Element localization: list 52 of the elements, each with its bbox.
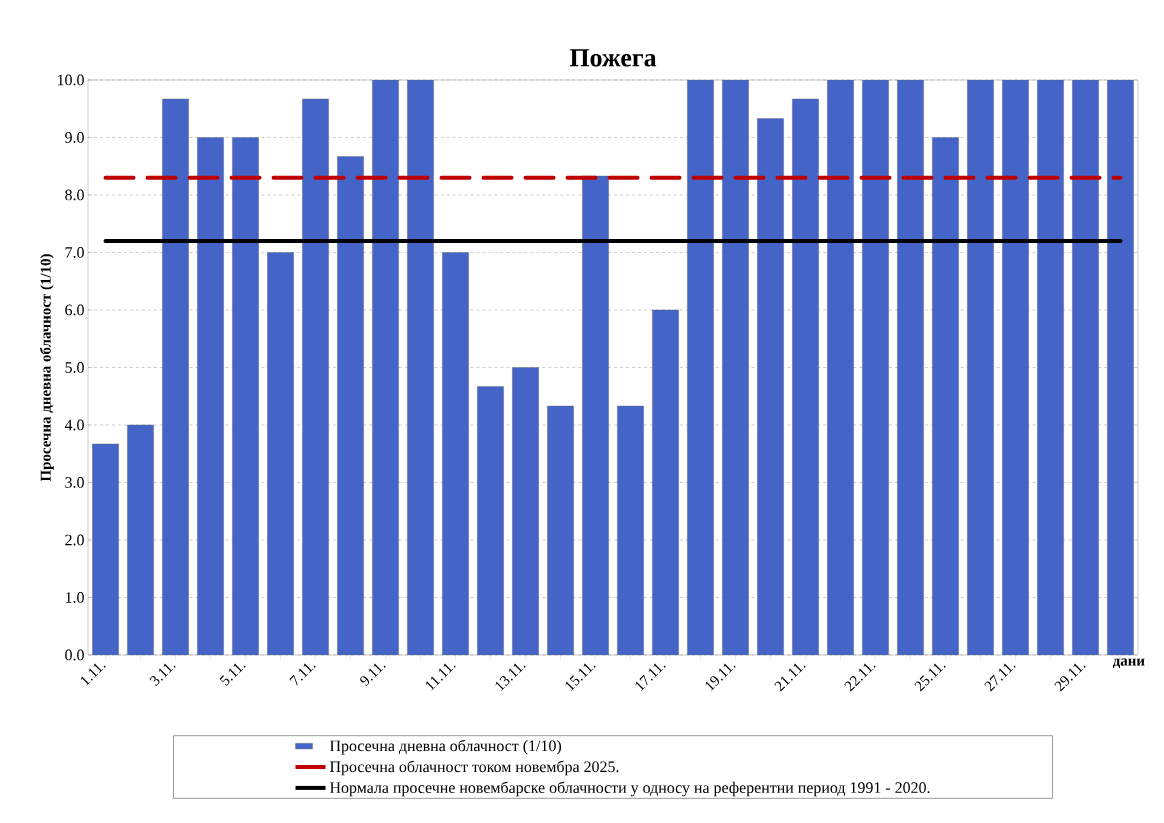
x-tick-label: 9.11. xyxy=(360,663,386,686)
y-tick-label: 0.0 xyxy=(65,649,84,661)
legend-label: Просечна дневна облачност (1/10) xyxy=(329,739,562,755)
y-tick-label: 5.0 xyxy=(65,362,84,373)
y-tick-label: 10.0 xyxy=(58,74,84,86)
bar xyxy=(827,79,854,655)
y-tick-label: 7.0 xyxy=(65,247,84,258)
legend-label: Нормала просечне новембарске облачности у односу на референтни период 1991 - 2020. xyxy=(329,781,930,797)
x-axis-title: дани xyxy=(1112,658,1145,669)
x-tick-label: 3.11. xyxy=(149,663,176,686)
legend-label: Просечна облачност током новембра 2025. xyxy=(329,760,619,776)
bar xyxy=(722,79,749,655)
bar xyxy=(442,252,469,655)
bar xyxy=(897,79,924,655)
bar xyxy=(477,386,504,655)
bar xyxy=(652,309,679,655)
bar xyxy=(232,137,259,655)
bar xyxy=(1037,79,1064,655)
bar xyxy=(512,367,539,655)
y-tick-label: 9.0 xyxy=(65,132,84,143)
bar xyxy=(582,175,609,655)
y-tick-label: 1.0 xyxy=(65,592,84,603)
bar xyxy=(757,118,784,655)
bar xyxy=(372,79,399,655)
bar xyxy=(127,424,154,655)
x-tick-label: 1.11. xyxy=(80,663,106,686)
y-tick-label: 6.0 xyxy=(65,304,84,316)
bar xyxy=(1107,79,1134,655)
bar xyxy=(92,443,119,655)
bar xyxy=(1002,79,1029,655)
x-tick-label: 5.11. xyxy=(219,663,246,686)
bar xyxy=(407,79,434,655)
bar xyxy=(617,405,644,655)
bar xyxy=(932,137,959,655)
bar xyxy=(862,79,889,655)
bar xyxy=(967,79,994,655)
bar xyxy=(162,98,189,655)
bar xyxy=(197,137,224,655)
bar xyxy=(267,252,294,655)
x-tick-label: 7.11. xyxy=(289,663,316,686)
y-tick-label: 2.0 xyxy=(65,534,84,546)
bar xyxy=(337,156,364,655)
y-tick-label: 4.0 xyxy=(64,419,84,431)
y-tick-label: 8.0 xyxy=(65,189,84,201)
y-axis-title: Просечна дневна облачност (1/10) xyxy=(39,254,54,482)
bar xyxy=(1072,79,1099,655)
bar xyxy=(687,79,714,655)
chart-title: Пожега xyxy=(569,49,657,67)
y-tick-label: 3.0 xyxy=(65,477,84,488)
bar xyxy=(547,405,574,655)
bar xyxy=(792,98,819,655)
bar xyxy=(302,98,329,655)
